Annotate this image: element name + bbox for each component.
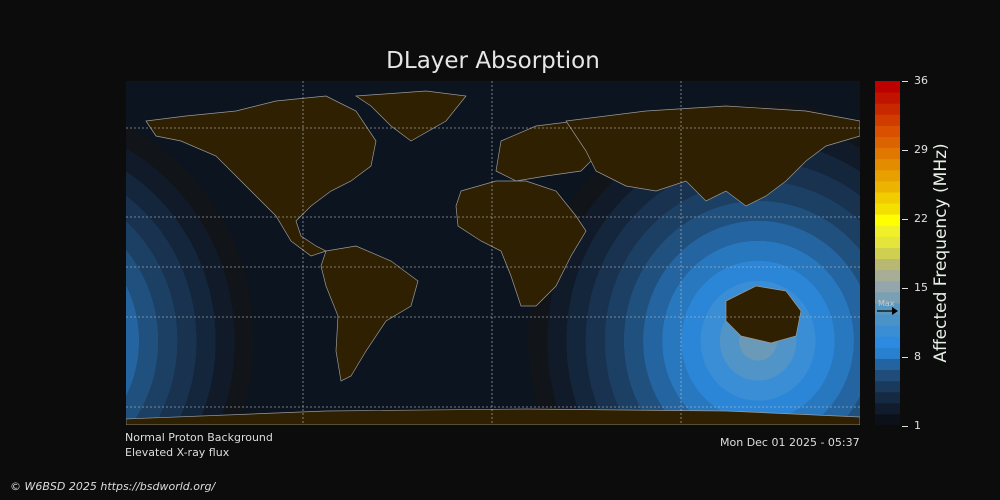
colorbar-tick: 1: [902, 419, 921, 432]
colorbar-band: [875, 336, 900, 348]
colorbar-band: [875, 92, 900, 104]
colorbar-band: [875, 302, 900, 315]
colorbar-band: [875, 291, 900, 304]
north-america: [145, 95, 377, 257]
copyright: © W6BSD 2025 https://bsdworld.org/: [10, 480, 216, 493]
colorbar-tick: 8: [902, 350, 921, 363]
colorbar-band: [875, 247, 900, 260]
world-map: [126, 81, 860, 425]
colorbar-band: [875, 236, 900, 248]
colorbar-tick: 36: [902, 74, 928, 87]
colorbar-band: [875, 391, 900, 404]
colorbar-band: [875, 325, 900, 337]
xray-status: Elevated X-ray flux: [125, 446, 230, 459]
colorbar-band: [875, 214, 900, 226]
colorbar-band: [875, 380, 900, 393]
colorbar-band: [875, 369, 900, 382]
colorbar-band: [875, 280, 900, 293]
colorbar-band: [875, 269, 900, 282]
colorbar-band: [875, 114, 900, 126]
south-america: [320, 245, 419, 382]
colorbar-band: [875, 402, 900, 415]
colorbar-band: [875, 225, 900, 237]
africa: [455, 180, 587, 307]
gridlines: [126, 81, 860, 425]
colorbar-band: [875, 314, 900, 326]
greenland: [354, 90, 467, 142]
colorbar: [875, 81, 900, 425]
chart-title: DLayer Absorption: [386, 48, 600, 74]
colorbar-band: [875, 413, 900, 425]
colorbar-label: Affected Frequency (MHz): [931, 143, 951, 363]
colorbar-band: [875, 136, 900, 149]
australia: [725, 285, 802, 344]
proton-status: Normal Proton Background: [125, 431, 273, 444]
colorbar-band: [875, 203, 900, 215]
max-marker-label: Max: [878, 299, 895, 308]
timestamp: Mon Dec 01 2025 - 05:37: [720, 436, 860, 449]
colorbar-band: [875, 81, 900, 93]
colorbar-band: [875, 169, 900, 182]
colorbar-band: [875, 147, 900, 160]
colorbar-tick: 29: [902, 143, 928, 156]
colorbar-band: [875, 180, 900, 193]
colorbar-band: [875, 158, 900, 171]
colorbar-band: [875, 103, 900, 115]
colorbar-tick: 22: [902, 212, 928, 225]
colorbar-band: [875, 125, 900, 137]
max-arrow-icon: [877, 307, 898, 315]
colorbar-band: [875, 347, 900, 359]
colorbar-band: [875, 258, 900, 271]
antarctica: [126, 408, 860, 425]
asia: [565, 105, 860, 207]
land-masses: [126, 90, 860, 425]
colorbar-band: [875, 358, 900, 371]
colorbar-tick: 15: [902, 281, 928, 294]
colorbar-band: [875, 191, 900, 204]
